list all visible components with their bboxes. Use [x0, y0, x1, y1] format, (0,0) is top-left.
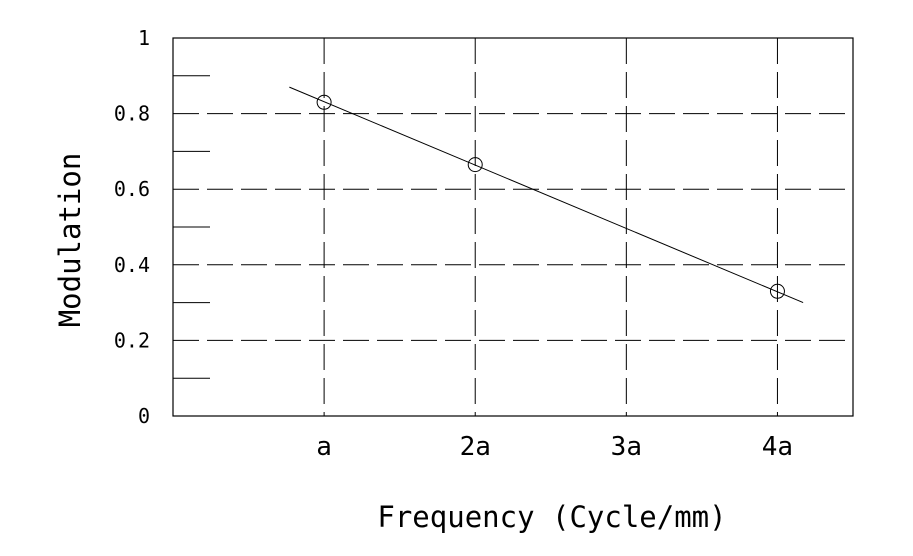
- data-point: [769, 283, 785, 299]
- y-tick-label: 0: [138, 404, 150, 428]
- x-tick-label: a: [316, 432, 332, 462]
- y-tick-label: 0.8: [114, 102, 150, 126]
- y-tick-label: 0.4: [114, 253, 150, 277]
- y-axis-label: Modulation: [53, 153, 87, 328]
- x-tick-labels: a 2a 3a 4a: [316, 432, 793, 462]
- data-point-circle: [769, 283, 785, 299]
- y-tick-label: 0.2: [114, 328, 150, 352]
- plot-frame: [172, 37, 854, 417]
- grid-lines: [173, 38, 853, 416]
- data-point-circle: [467, 157, 483, 173]
- x-tick-label: 2a: [460, 432, 491, 462]
- x-tick-label: 4a: [762, 432, 793, 462]
- data-point-circle: [316, 94, 332, 110]
- y-minor-ticks: [173, 75, 210, 379]
- x-axis-label: Frequency (Cycle/mm): [377, 500, 726, 534]
- data-point: [316, 94, 332, 110]
- y-tick-labels: 0 0.2 0.4 0.6 0.8 1: [114, 26, 150, 428]
- data-points: [316, 94, 785, 299]
- y-tick-label: 1: [138, 26, 150, 50]
- trend-line: [289, 86, 804, 304]
- x-tick-label: 3a: [611, 432, 642, 462]
- data-point: [467, 157, 483, 173]
- y-tick-label: 0.6: [114, 177, 150, 201]
